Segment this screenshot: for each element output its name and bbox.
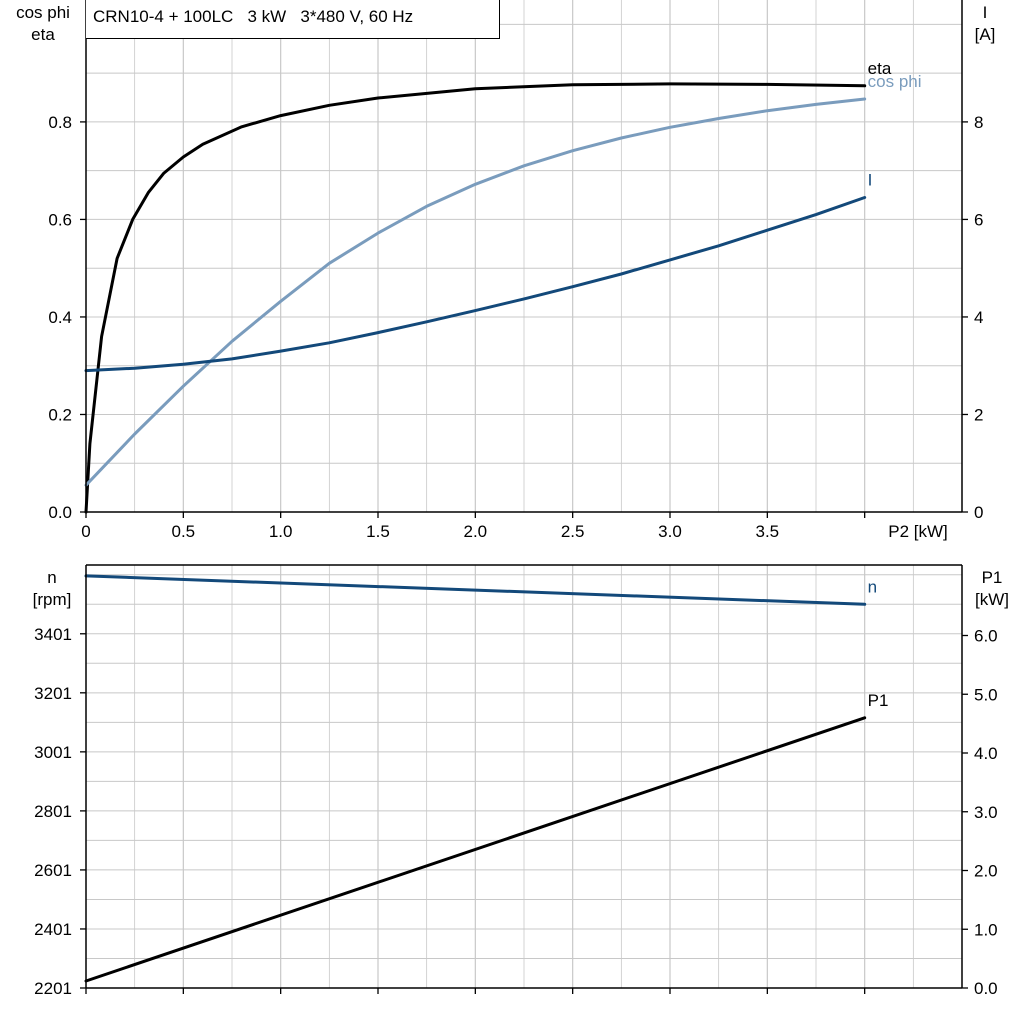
x-tick-label: 1.0	[269, 522, 293, 541]
left-tick-label: 0.8	[48, 113, 72, 132]
x-tick-label: 2.5	[561, 522, 585, 541]
left-axis-title: cos phi	[16, 3, 70, 22]
right-tick-label: 0	[974, 503, 983, 522]
left-axis-title: n	[47, 568, 56, 587]
bottom-chart-tick-labels: 2201 2401 2601 2801 3001 3201 3401 0.0 1.0 2.0 3.0…	[34, 625, 997, 998]
x-tick-label: 3.5	[756, 522, 780, 541]
top-chart-axes	[80, 0, 968, 518]
chart-title: CRN10-4 + 100LC 3 kW 3*480 V, 60 Hz	[86, 0, 500, 39]
left-tick-label: 3201	[34, 684, 72, 703]
top-chart-tick-labels: 0.0 0.2 0.4 0.6 0.8 0 2 4 6 8 0 0.5 1.0 1.5 2.0 2.5 3.0 3…	[48, 113, 983, 541]
series-label-i: I	[868, 170, 873, 189]
x-tick-label: 3.0	[658, 522, 682, 541]
left-tick-label: 2201	[34, 979, 72, 998]
right-tick-label: 4	[974, 308, 983, 327]
bottom-chart-grid	[86, 565, 962, 988]
bottom-chart-axis-labels: n [rpm] P1 [kW]	[33, 568, 1009, 609]
bottom-chart: n P1 2201 2401 2601 2801 3001 3201 3401 0.0 1.0 2.…	[33, 564, 1009, 998]
right-tick-label: 2	[974, 405, 983, 424]
series-line-cos-phi	[84, 97, 867, 487]
x-tick-label: 0	[81, 522, 90, 541]
left-tick-label: 3001	[34, 743, 72, 762]
right-tick-label: 6.0	[974, 627, 998, 646]
right-tick-label: 4.0	[974, 744, 998, 763]
right-tick-label: 5.0	[974, 685, 998, 704]
series-label-n: n	[868, 577, 877, 596]
left-tick-label: 2801	[34, 802, 72, 821]
right-tick-label: 0.0	[974, 979, 998, 998]
series-line-eta	[84, 82, 867, 514]
x-tick-label: 2.0	[464, 522, 488, 541]
left-axis-title: eta	[31, 25, 55, 44]
left-tick-label: 3401	[34, 625, 72, 644]
bottom-chart-series: n P1	[84, 574, 889, 983]
left-tick-label: 0.6	[48, 210, 72, 229]
left-tick-label: 0.0	[48, 503, 72, 522]
left-axis-title: [rpm]	[33, 590, 72, 609]
right-axis-title: I	[983, 3, 988, 22]
series-line-p1	[84, 716, 867, 983]
series-label-cos-phi: cos phi	[868, 72, 922, 91]
x-axis-title: P2 [kW]	[888, 522, 948, 541]
right-tick-label: 1.0	[974, 920, 998, 939]
left-tick-label: 0.2	[48, 405, 72, 424]
x-tick-label: 1.5	[366, 522, 390, 541]
left-tick-label: 0.4	[48, 308, 72, 327]
right-tick-label: 8	[974, 113, 983, 132]
right-axis-title: [kW]	[975, 590, 1009, 609]
left-tick-label: 2401	[34, 920, 72, 939]
top-chart-grid	[86, 0, 962, 512]
right-tick-label: 2.0	[974, 862, 998, 881]
series-line-i	[84, 196, 867, 373]
right-tick-label: 3.0	[974, 803, 998, 822]
series-line-n	[84, 574, 867, 606]
series-label-eta: eta	[868, 59, 892, 78]
right-axis-title: P1	[982, 568, 1003, 587]
series-label-p1: P1	[868, 691, 889, 710]
bottom-chart-axes	[80, 564, 968, 994]
x-tick-label: 0.5	[172, 522, 196, 541]
right-tick-label: 6	[974, 210, 983, 229]
left-tick-label: 2601	[34, 861, 72, 880]
right-axis-title: [A]	[975, 25, 996, 44]
